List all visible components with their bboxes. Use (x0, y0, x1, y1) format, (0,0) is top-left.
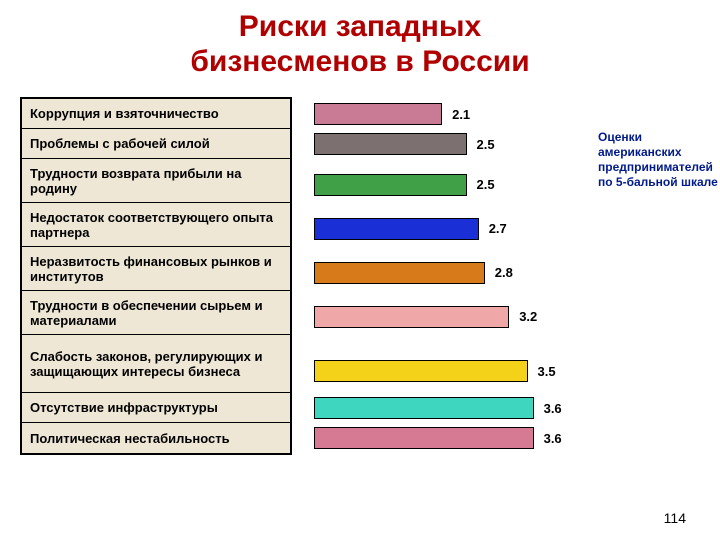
risk-label: Политическая нестабильность (30, 431, 230, 446)
table-row: Политическая нестабильность (22, 423, 290, 453)
risk-label: Трудности возврата прибыли на родину (30, 166, 282, 196)
table-row: Неразвитость финансовых рынков и институ… (22, 247, 290, 291)
bar-row: 3.5 (314, 333, 619, 391)
bar-value: 2.7 (489, 221, 507, 236)
bar-area: 2.1 2.5 2.5 2.7 2.8 3.2 3.5 3.6 3.6 (314, 97, 619, 451)
table-row: Недостаток соответствующего опыта партне… (22, 203, 290, 247)
table-row: Проблемы с рабочей силой (22, 129, 290, 159)
bar (314, 103, 442, 125)
risk-label: Неразвитость финансовых рынков и институ… (30, 254, 282, 284)
scale-note: Оценки американских предпринимателей по … (598, 130, 720, 190)
page-title: Риски западных бизнесменов в России (20, 10, 700, 79)
bar (314, 262, 485, 284)
table-row: Отсутствие инфраструктуры (22, 393, 290, 423)
bar (314, 133, 467, 155)
table-row: Трудности возврата прибыли на родину (22, 159, 290, 203)
title-line1: Риски западных (20, 10, 700, 45)
bar-value: 3.6 (544, 401, 562, 416)
risk-label: Недостаток соответствующего опыта партне… (30, 210, 282, 240)
bar-row: 2.7 (314, 201, 619, 245)
bar (314, 174, 467, 196)
risk-label: Трудности в обеспечении сырьем и материа… (30, 298, 282, 328)
bar (314, 360, 528, 382)
bar (314, 306, 509, 328)
bar-row: 2.5 (314, 127, 619, 157)
risk-label: Слабость законов, регулирующих и защищаю… (30, 349, 282, 379)
page-number: 114 (664, 510, 686, 526)
bar-value: 2.8 (495, 265, 513, 280)
bar (314, 397, 534, 419)
bar-value: 3.6 (544, 431, 562, 446)
risk-label: Коррупция и взяточничество (30, 106, 219, 121)
bar-row: 2.8 (314, 245, 619, 289)
bar-row: 2.5 (314, 157, 619, 201)
bar-value: 2.5 (477, 177, 495, 192)
bar-value: 2.5 (477, 137, 495, 152)
bar-value: 2.1 (452, 107, 470, 122)
risk-label: Проблемы с рабочей силой (30, 136, 210, 151)
bar-row: 2.1 (314, 97, 619, 127)
table-row: Трудности в обеспечении сырьем и материа… (22, 291, 290, 335)
bar-value: 3.2 (519, 309, 537, 324)
table-row: Коррупция и взяточничество (22, 99, 290, 129)
bar (314, 427, 534, 449)
risk-table: Коррупция и взяточничество Проблемы с раб… (20, 97, 292, 455)
table-row: Слабость законов, регулирующих и защищаю… (22, 335, 290, 393)
bar (314, 218, 479, 240)
title-line2: бизнесменов в России (20, 45, 700, 80)
risk-label: Отсутствие инфраструктуры (30, 400, 218, 415)
bar-row: 3.6 (314, 421, 619, 451)
bar-row: 3.6 (314, 391, 619, 421)
bar-value: 3.5 (538, 364, 556, 379)
bar-row: 3.2 (314, 289, 619, 333)
